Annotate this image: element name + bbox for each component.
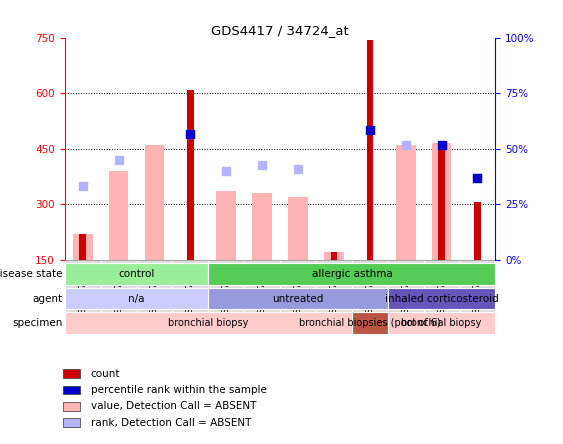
Bar <box>388 288 495 309</box>
Bar <box>65 260 101 317</box>
Point <box>186 131 195 138</box>
Point <box>473 175 482 182</box>
Bar <box>288 197 308 260</box>
Text: GSM397595: GSM397595 <box>329 264 338 319</box>
Bar <box>65 288 208 309</box>
Bar <box>459 260 495 317</box>
Bar <box>244 260 280 317</box>
Bar <box>324 252 344 260</box>
Text: count: count <box>91 369 120 379</box>
Text: n/a: n/a <box>128 293 145 304</box>
Bar <box>172 260 208 317</box>
Bar <box>208 288 388 309</box>
Bar <box>187 90 194 260</box>
Text: GSM397592: GSM397592 <box>222 264 231 319</box>
Bar <box>65 312 352 334</box>
Text: GSM397589: GSM397589 <box>114 264 123 319</box>
Bar <box>396 145 415 260</box>
Text: inhaled corticosteroid: inhaled corticosteroid <box>385 293 498 304</box>
Bar <box>474 202 481 260</box>
Bar <box>367 40 373 260</box>
Text: GSM397596: GSM397596 <box>365 264 374 319</box>
Text: bronchial biopsy: bronchial biopsy <box>168 318 248 328</box>
Text: GSM397591: GSM397591 <box>186 264 195 319</box>
Text: percentile rank within the sample: percentile rank within the sample <box>91 385 266 395</box>
Bar <box>439 143 445 260</box>
Bar <box>137 260 172 317</box>
Bar <box>388 260 424 317</box>
Text: GSM397590: GSM397590 <box>150 264 159 319</box>
Text: agent: agent <box>33 293 63 304</box>
Text: GSM397598: GSM397598 <box>437 264 446 319</box>
Bar <box>424 260 459 317</box>
Text: untreated: untreated <box>272 293 324 304</box>
Point <box>78 182 87 189</box>
Bar <box>330 252 337 260</box>
Bar <box>388 312 495 334</box>
Text: GSM397599: GSM397599 <box>473 264 482 319</box>
Text: bronchial biopsy: bronchial biopsy <box>401 318 482 328</box>
Text: allergic asthma: allergic asthma <box>311 269 392 279</box>
Title: GDS4417 / 34724_at: GDS4417 / 34724_at <box>211 24 349 36</box>
Point <box>365 127 374 134</box>
Bar <box>64 385 80 394</box>
Text: value, Detection Call = ABSENT: value, Detection Call = ABSENT <box>91 401 256 412</box>
Bar <box>208 260 244 317</box>
Bar <box>145 145 164 260</box>
Text: rank, Detection Call = ABSENT: rank, Detection Call = ABSENT <box>91 418 251 428</box>
Point <box>186 131 195 138</box>
Text: bronchial biopsies (pool of 6): bronchial biopsies (pool of 6) <box>299 318 441 328</box>
Bar <box>216 191 236 260</box>
Text: GSM397597: GSM397597 <box>401 264 410 319</box>
Point <box>293 166 302 173</box>
Bar <box>316 260 352 317</box>
Point <box>114 156 123 163</box>
Bar <box>64 418 80 427</box>
Bar <box>109 171 128 260</box>
Text: GSM397594: GSM397594 <box>293 264 302 319</box>
Point <box>437 142 446 149</box>
Text: disease state: disease state <box>0 269 63 279</box>
Bar <box>79 234 86 260</box>
Bar <box>208 263 495 285</box>
Text: GSM397588: GSM397588 <box>78 264 87 319</box>
Bar <box>101 260 137 317</box>
Point <box>473 175 482 182</box>
Bar <box>352 312 388 334</box>
Point <box>401 142 410 149</box>
Bar <box>252 193 272 260</box>
Bar <box>432 143 452 260</box>
Text: GSM397593: GSM397593 <box>258 264 267 319</box>
Point <box>258 162 267 169</box>
Point <box>222 167 231 174</box>
Bar <box>65 263 208 285</box>
Text: specimen: specimen <box>12 318 63 328</box>
Bar <box>73 234 92 260</box>
Bar <box>64 369 80 378</box>
Text: control: control <box>118 269 155 279</box>
Bar <box>64 402 80 411</box>
Bar <box>280 260 316 317</box>
Bar <box>352 260 388 317</box>
